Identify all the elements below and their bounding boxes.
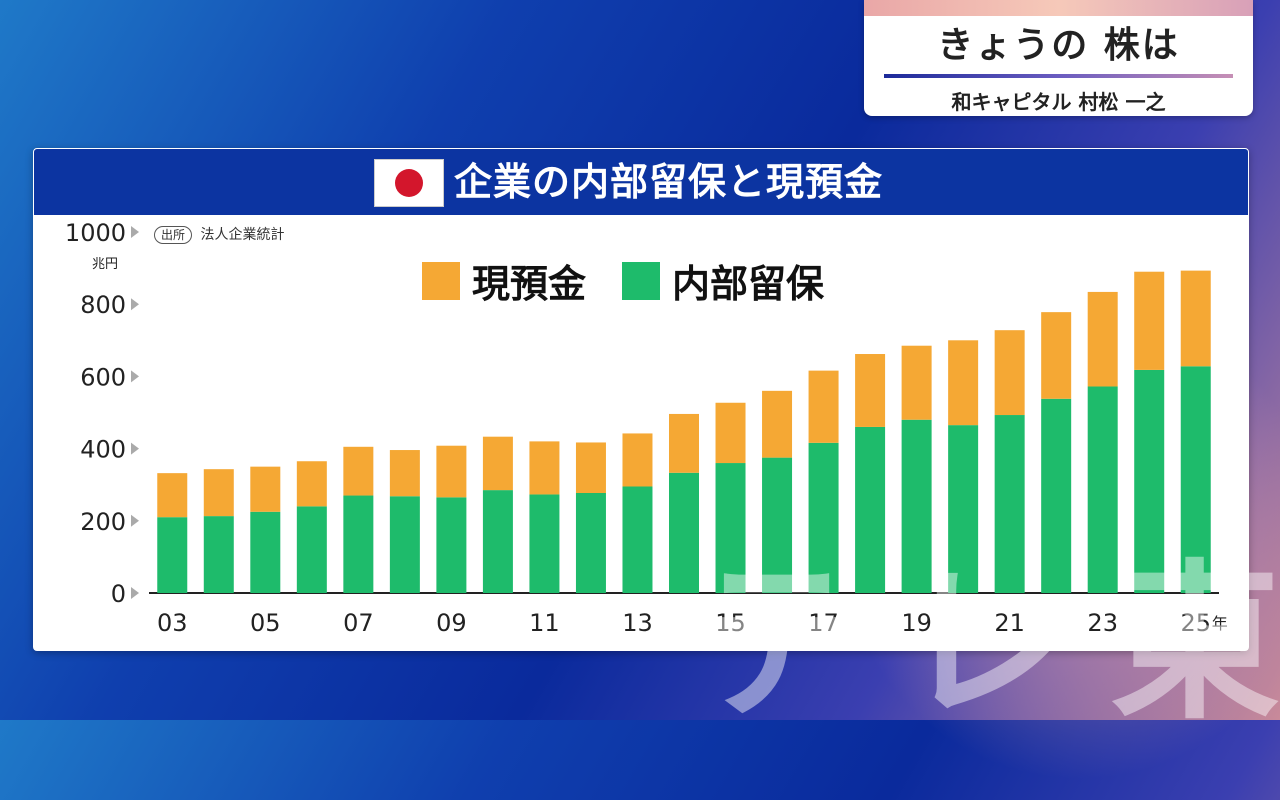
bar-segment-cash (343, 446, 374, 496)
y-tick-arrow (131, 514, 139, 527)
japan-flag-icon (374, 159, 444, 207)
x-tick-label: 03 (157, 609, 188, 637)
y-tick-arrow (131, 298, 139, 311)
bar-segment-retained (808, 442, 839, 593)
x-tick-label: 09 (436, 609, 467, 637)
x-tick-label: 13 (622, 609, 653, 637)
source-name: 法人企業統計 (200, 227, 285, 243)
bar-segment-cash (762, 390, 793, 458)
program-badge: きょうの 株は 和キャピタル 村松 一之 (864, 0, 1253, 116)
y-tick-label: 200 (80, 508, 126, 536)
bar-segment-retained (994, 415, 1025, 593)
bar-segment-retained (948, 425, 979, 593)
bar-segment-retained (529, 494, 560, 593)
y-tick-label: 400 (80, 436, 126, 464)
panel-header: 企業の内部留保と現預金 (34, 149, 1248, 215)
legend-swatch-retained (622, 261, 661, 300)
bar-segment-retained (1041, 398, 1072, 593)
x-tick-label: 21 (994, 609, 1025, 637)
y-tick-label: 0 (111, 580, 126, 608)
source-note: 出所 法人企業統計 (154, 224, 284, 244)
bar-segment-cash (575, 442, 606, 494)
y-tick-arrow (131, 587, 139, 599)
bar-segment-retained (157, 517, 188, 593)
bar-segment-retained (901, 419, 932, 593)
y-tick-label: 800 (80, 291, 126, 319)
source-tag: 出所 (154, 226, 193, 244)
bar-segment-cash (157, 473, 188, 518)
y-tick-arrow (131, 226, 139, 238)
bar-segment-cash (808, 370, 839, 443)
bar-segment-retained (250, 511, 281, 593)
bar-segment-cash (389, 450, 420, 497)
badge-divider (884, 74, 1233, 78)
bar-segment-retained (715, 463, 746, 593)
chart-title: 企業の内部留保と現預金 (454, 160, 884, 204)
x-tick-label: 15 (715, 609, 746, 637)
flag-sun (395, 169, 423, 197)
bar-segment-cash (855, 354, 886, 427)
bar-segment-retained (855, 426, 886, 593)
bar-segment-cash (994, 330, 1025, 416)
legend-item-retained: 内部留保 (622, 253, 824, 308)
legend-label-cash: 現預金 (472, 262, 587, 306)
x-tick-label: 07 (343, 609, 374, 637)
bar-segment-cash (1041, 312, 1072, 399)
bar-segment-cash (529, 441, 560, 495)
bar-segment-retained (762, 457, 793, 593)
badge-subtitle: 和キャピタル 村松 一之 (951, 90, 1166, 114)
bar-segment-retained (389, 496, 420, 593)
bar-segment-cash (1134, 271, 1165, 370)
chart-panel: 企業の内部留保と現預金 0 200 400 600 800 1000 03 05 07 09 11 1… (33, 148, 1249, 651)
bar-segment-retained (436, 497, 467, 593)
bar-segment-retained (296, 506, 327, 593)
bar-segment-cash (948, 340, 979, 426)
bar-segment-cash (715, 402, 746, 464)
bar-segment-cash (482, 436, 513, 491)
bar-segment-cash (1087, 291, 1118, 387)
bar-segment-cash (669, 413, 699, 473)
x-tick-label: 17 (808, 609, 839, 637)
y-unit-label: 兆円 (92, 257, 119, 272)
bar-segment-retained (1134, 369, 1165, 593)
bar-segment-cash (436, 445, 467, 498)
bar-segment-cash (901, 345, 932, 420)
badge-title: きょうの 株は (937, 25, 1180, 66)
bar-segment-retained (343, 495, 374, 593)
x-tick-label: 25 (1180, 609, 1211, 637)
x-tick-label: 23 (1087, 609, 1118, 637)
bar-segment-retained (1180, 366, 1211, 593)
y-tick-label: 1000 (65, 219, 126, 247)
y-tick-arrow (131, 370, 139, 383)
y-tick-arrow (131, 442, 139, 455)
bar-segment-cash (622, 433, 653, 487)
x-year-suffix: 年 (1212, 614, 1228, 633)
legend-swatch-cash (422, 261, 460, 300)
bar-segment-retained (482, 490, 513, 593)
badge-topbar (864, 0, 1253, 16)
bar-segment-retained (575, 493, 606, 593)
bar-segment-cash (296, 461, 327, 507)
y-tick-label: 600 (80, 363, 126, 391)
x-tick-label: 11 (529, 609, 560, 637)
bar-segment-retained (203, 516, 234, 593)
bar-segment-retained (669, 472, 699, 593)
bar-segment-retained (622, 486, 653, 593)
stacked-bar-chart: 0 200 400 600 800 1000 03 05 07 09 11 13 15 17 19 21 23 2… (65, 219, 1228, 637)
x-tick-label: 19 (901, 609, 932, 637)
x-tick-label: 05 (250, 609, 281, 637)
legend-label-retained: 内部留保 (672, 262, 825, 306)
legend-item-cash: 現預金 (422, 253, 586, 308)
chart-legend: 現預金 内部留保 (422, 253, 860, 308)
bar-segment-cash (203, 469, 234, 517)
tv-watermark: テレ東 (690, 545, 1280, 743)
bar-segment-cash (250, 466, 281, 512)
bar-segment-cash (1180, 270, 1211, 367)
bar-segment-retained (1087, 386, 1118, 593)
